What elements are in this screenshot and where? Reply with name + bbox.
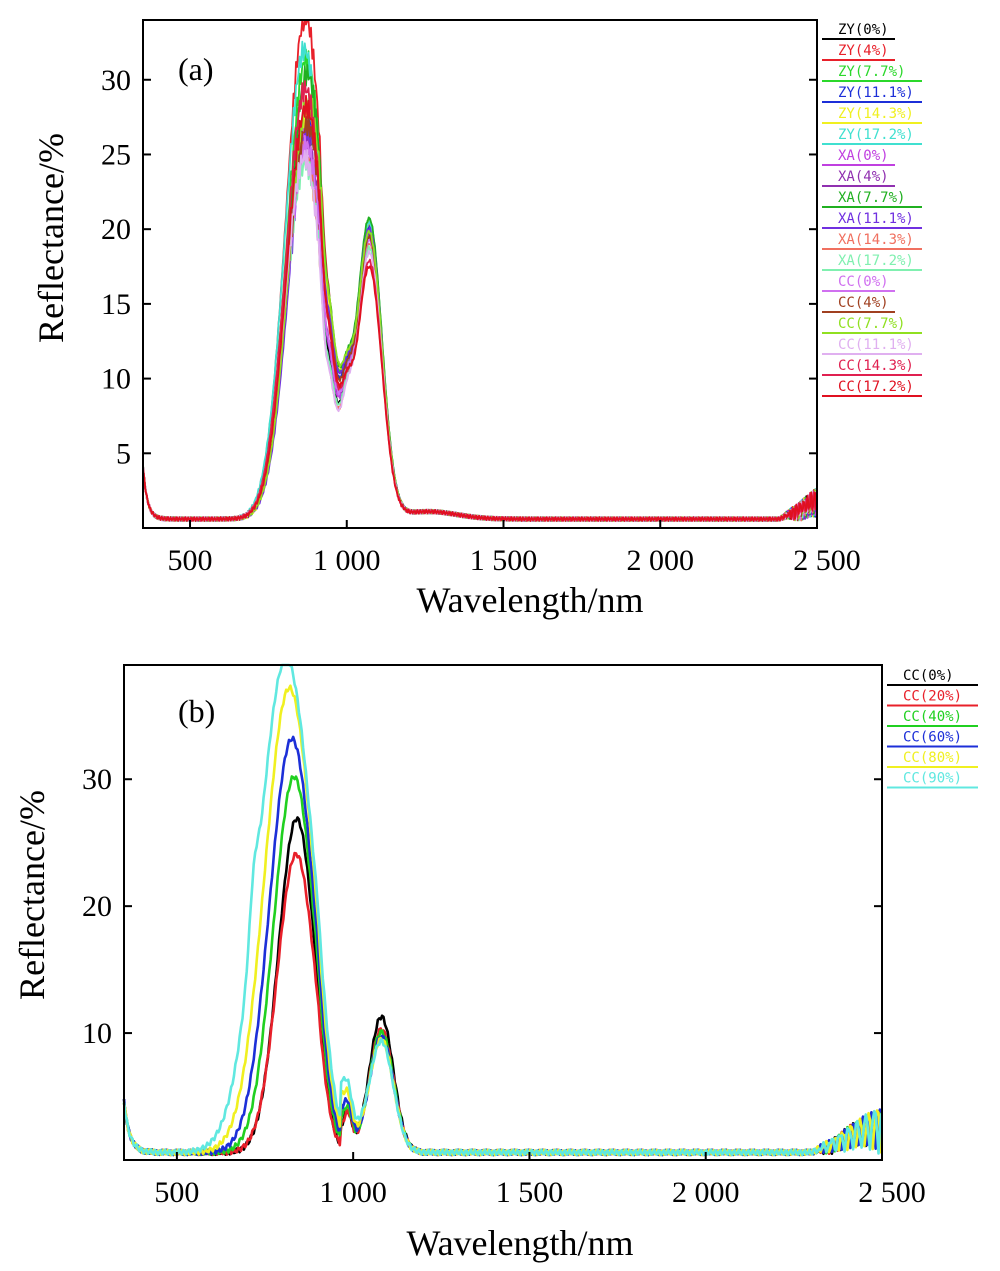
legend-entry: CC(60%)	[903, 730, 962, 746]
legend-entry: XA(4%)	[838, 169, 889, 185]
series-line	[142, 135, 818, 522]
y-tick-label: 30	[101, 64, 131, 97]
y-tick-label: 5	[116, 437, 131, 470]
x-tick-label: 1 500	[496, 1176, 564, 1209]
legend-b: CC(0%) CC(20%) CC(40%) CC(60%) CC(80%) CC(90%…	[887, 668, 978, 789]
series-line	[142, 140, 818, 522]
series-line	[142, 154, 818, 522]
legend-entry: ZY(14.3%)	[838, 106, 914, 122]
series-line	[142, 112, 818, 522]
legend-entry: CC(7.7%)	[838, 316, 905, 332]
x-tick-label: 1 500	[470, 544, 538, 577]
series-line	[142, 64, 818, 522]
legend-entry: CC(90%)	[903, 771, 962, 787]
legend-entry: CC(80%)	[903, 750, 962, 766]
chart-panel-b: 10 20 30 500 1 000 1 500 2 000 2 500 (b) Wavel…	[12, 663, 978, 1263]
legend-entry: CC(0%)	[838, 274, 889, 290]
y-ticks-a: 5 10 15 20 25 30	[101, 64, 817, 470]
y-tick-label: 30	[82, 763, 112, 796]
x-tick-label: 1 000	[319, 1176, 387, 1209]
legend-entry: CC(14.3%)	[838, 358, 914, 374]
y-ticks-b: 10 20 30	[82, 763, 882, 1050]
legend-entry: ZY(4%)	[838, 43, 889, 59]
series-line	[142, 101, 818, 522]
y-tick-label: 15	[101, 288, 131, 321]
series-line	[142, 113, 818, 522]
series-line	[142, 120, 818, 522]
legend-entry: ZY(0%)	[838, 22, 889, 38]
series-line	[142, 94, 818, 522]
legend-entry: CC(17.2%)	[838, 379, 914, 395]
legend-entry: CC(11.1%)	[838, 337, 914, 353]
panel-label-b: (b)	[178, 693, 215, 729]
x-axis-title-b: Wavelength/nm	[406, 1223, 633, 1263]
series-line	[122, 684, 883, 1157]
series-line	[142, 40, 818, 522]
series-line	[142, 48, 818, 522]
series-line	[122, 851, 883, 1157]
y-axis-title-b: Reflectance/%	[12, 790, 52, 1000]
legend-entry: ZY(11.1%)	[838, 85, 914, 101]
legend-entry: CC(0%)	[903, 668, 954, 684]
series-line	[122, 735, 883, 1157]
x-axis-title-a: Wavelength/nm	[416, 580, 643, 620]
y-tick-label: 10	[101, 363, 131, 396]
legend-a: ZY(0%) ZY(4%) ZY(7.7%) ZY(11.1%) ZY(14.3%) ZY…	[822, 22, 922, 397]
legend-entry: CC(4%)	[838, 295, 889, 311]
legend-entry: XA(11.1%)	[838, 211, 914, 227]
x-tick-label: 2 500	[858, 1176, 926, 1209]
plot-frame-b	[123, 664, 883, 1161]
x-tick-label: 2 500	[793, 544, 861, 577]
x-ticks-b: 500 1 000 1 500 2 000 2 500	[154, 1152, 926, 1209]
series-line	[122, 663, 883, 1157]
y-tick-label: 10	[82, 1017, 112, 1050]
panel-label-a: (a)	[178, 51, 214, 87]
y-tick-label: 20	[82, 890, 112, 923]
series-line	[142, 119, 818, 522]
series-lines-a	[142, 19, 818, 522]
legend-entry: CC(40%)	[903, 709, 962, 725]
series-line	[142, 19, 818, 522]
x-tick-label: 500	[154, 1176, 199, 1209]
legend-entry: ZY(17.2%)	[838, 127, 914, 143]
series-line	[142, 136, 818, 522]
legend-entry: XA(14.3%)	[838, 232, 914, 248]
x-tick-label: 1 000	[313, 544, 381, 577]
series-lines-b	[122, 663, 883, 1157]
series-line	[142, 93, 818, 522]
legend-entry: XA(0%)	[838, 148, 889, 164]
legend-entry: XA(17.2%)	[838, 253, 914, 269]
series-line	[142, 149, 818, 522]
x-tick-label: 500	[168, 544, 213, 577]
x-tick-label: 2 000	[627, 544, 695, 577]
y-tick-label: 20	[101, 213, 131, 246]
legend-entry: ZY(7.7%)	[838, 64, 905, 80]
y-axis-title-a: Reflectance/%	[31, 133, 71, 343]
x-ticks-a: 500 1 000 1 500 2 000 2 500	[168, 520, 861, 577]
legend-entry: CC(20%)	[903, 689, 962, 705]
series-line	[142, 80, 818, 522]
y-tick-label: 25	[101, 138, 131, 171]
plot-frame-a	[142, 19, 818, 529]
series-line	[142, 121, 818, 522]
x-tick-label: 2 000	[672, 1176, 740, 1209]
legend-entry: XA(7.7%)	[838, 190, 905, 206]
